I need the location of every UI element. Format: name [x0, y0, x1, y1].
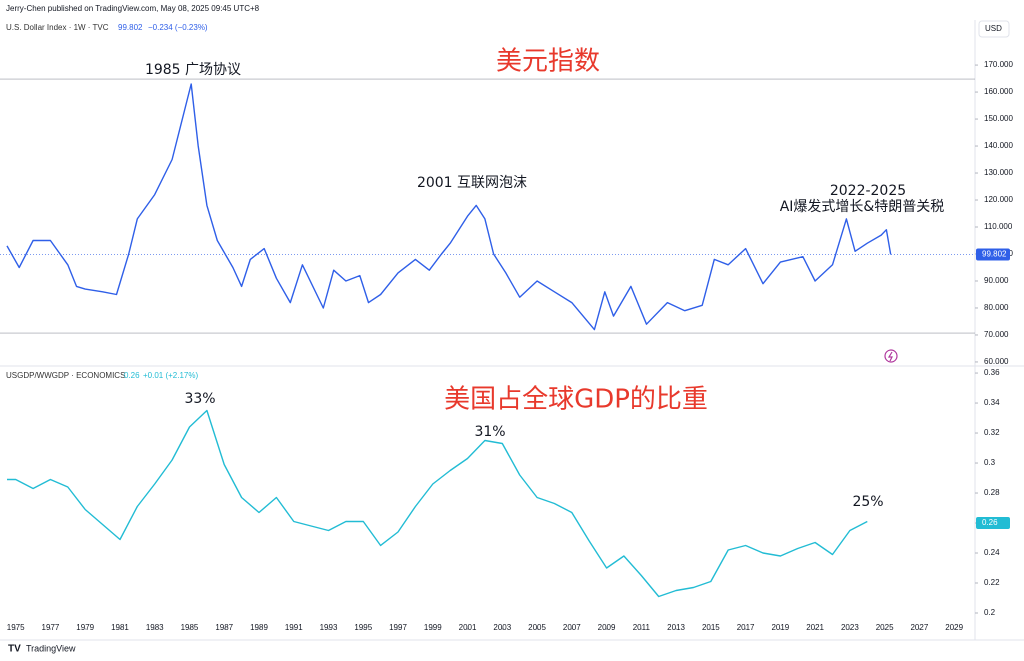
x-tick-label: 2023: [841, 623, 859, 632]
y-tick-label: 160.000: [984, 87, 1013, 96]
y-tick-label: 0.22: [984, 578, 1000, 587]
footer: TradingView: [26, 643, 76, 653]
y-tick-label: 0.28: [984, 488, 1000, 497]
x-tick-label: 1975: [7, 623, 25, 632]
legend-value: 0.26: [124, 371, 140, 380]
annotation: 2022-2025: [830, 183, 906, 199]
price-label-box: [976, 517, 1010, 530]
x-tick-label: 1983: [146, 623, 164, 632]
x-tick-label: 1979: [76, 623, 94, 632]
x-tick-label: 2027: [910, 623, 928, 632]
chart-title: 美元指数: [496, 47, 600, 77]
y-tick-label: 110.000: [984, 222, 1013, 231]
x-tick-label: 1981: [111, 623, 129, 632]
y-tick-label: 70.000: [984, 330, 1009, 339]
legend-value: 99.802: [118, 23, 143, 32]
x-tick-label: 1985: [181, 623, 199, 632]
price-label: 0.26: [982, 518, 998, 527]
logo: TV: [8, 644, 21, 655]
x-tick-label: 1997: [389, 623, 407, 632]
legend-change: +0.01 (+2.17%): [143, 371, 198, 380]
currency-box[interactable]: [978, 20, 1010, 38]
price-label: 99.802: [982, 250, 1007, 259]
annotation: 2001 互联网泡沫: [417, 175, 527, 191]
x-tick-label: 2017: [737, 623, 755, 632]
legend: U.S. Dollar Index · 1W · TVC: [6, 23, 109, 32]
y-tick-label: 0.34: [984, 398, 1000, 407]
annotation: 31%: [474, 424, 505, 440]
annotation: AI爆发式增长&特朗普关税: [780, 199, 945, 215]
legend: USGDP/WWGDP · ECONOMICS: [6, 371, 125, 380]
y-tick-label: 0.3: [984, 458, 996, 467]
x-tick-label: 2003: [493, 623, 511, 632]
x-tick-label: 1993: [320, 623, 338, 632]
x-tick-label: 2007: [563, 623, 581, 632]
event-icon[interactable]: [887, 351, 893, 362]
y-tick-label: 0.24: [984, 548, 1000, 557]
x-tick-label: 1989: [250, 623, 268, 632]
y-tick-label: 0.2: [984, 608, 996, 617]
x-tick-label: 1991: [285, 623, 303, 632]
series-line: [7, 409, 868, 598]
series-line: [6, 83, 892, 331]
y-tick-label: 80.000: [984, 303, 1009, 312]
legend-change: −0.234 (−0.23%): [148, 23, 208, 32]
annotation: 25%: [852, 494, 883, 510]
x-tick-label: 1995: [354, 623, 372, 632]
x-tick-label: 2025: [876, 623, 894, 632]
event-icon[interactable]: [884, 349, 898, 363]
y-tick-label: 170.000: [984, 60, 1013, 69]
x-tick-label: 2029: [945, 623, 963, 632]
annotation: 33%: [184, 391, 215, 407]
y-tick-label: 150.000: [984, 114, 1013, 123]
x-tick-label: 1999: [424, 623, 442, 632]
header: Jerry-Chen published on TradingView.com,…: [6, 4, 260, 13]
y-tick-label: 140.000: [984, 141, 1013, 150]
y-tick-label: 90.000: [984, 276, 1009, 285]
annotation: 1985 广场协议: [145, 62, 241, 78]
x-tick-label: 2015: [702, 623, 720, 632]
y-tick-label: 0.36: [984, 368, 1000, 377]
y-tick-label: 120.000: [984, 195, 1013, 204]
y-tick-label: 60.000: [984, 357, 1009, 366]
price-label-box: [976, 248, 1010, 261]
x-tick-label: 2001: [459, 623, 477, 632]
currency[interactable]: USD: [985, 24, 1002, 33]
x-tick-label: 2011: [633, 623, 651, 632]
y-tick-label: 130.000: [984, 168, 1013, 177]
x-tick-label: 1987: [215, 623, 233, 632]
x-tick-label: 2005: [528, 623, 546, 632]
x-tick-label: 2019: [771, 623, 789, 632]
x-tick-label: 1977: [42, 623, 60, 632]
x-tick-label: 2021: [806, 623, 824, 632]
y-tick-label: 0.32: [984, 428, 1000, 437]
x-tick-label: 2013: [667, 623, 685, 632]
chart-title: 美国占全球GDP的比重: [444, 385, 708, 415]
x-tick-label: 2009: [598, 623, 616, 632]
